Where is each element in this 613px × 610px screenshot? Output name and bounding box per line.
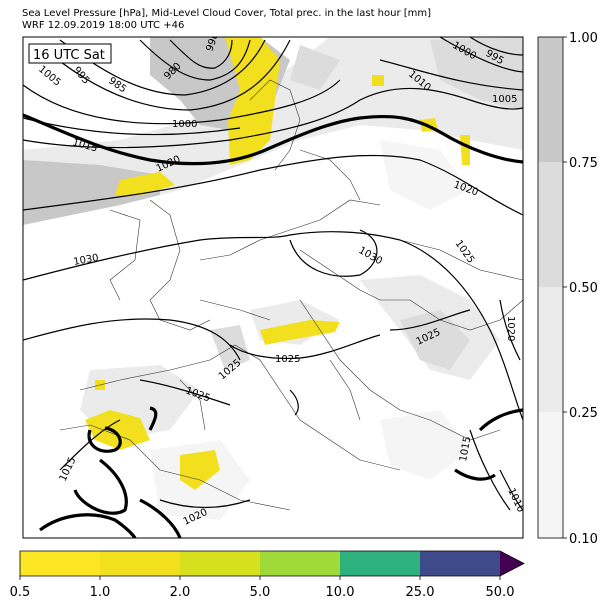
precip-tick: 2.0 [170, 585, 191, 600]
time-label-text: 16 UTC Sat [33, 48, 105, 63]
time-label: 16 UTC Sat [28, 43, 112, 64]
precip-tick: 50.0 [486, 585, 515, 600]
precip-tick: 0.5 [10, 585, 31, 600]
cloud-tick: 0.25 [569, 406, 598, 421]
map-subtitle: WRF 12.09.2019 18:00 UTC +46 [22, 20, 185, 31]
isobar-1015-thick [23, 113, 523, 538]
isobars [23, 37, 523, 511]
isobar-label: 1030 [73, 253, 100, 268]
cloud-tick: 0.10 [569, 532, 598, 547]
isobar-label: 1015 [458, 436, 473, 463]
precip-tick: 25.0 [406, 585, 435, 600]
coastlines [59, 79, 523, 511]
cloud-tick: 1.00 [569, 31, 598, 46]
map-title: Sea Level Pressure [hPa], Mid-Level Clou… [22, 8, 432, 19]
isobar-label: 1020 [505, 316, 516, 341]
precip-tick: 5.0 [250, 585, 271, 600]
cloud-colorbar: 1.00 0.75 0.50 0.25 0.10 [537, 31, 598, 547]
precip-colorbar: 0.5 1.0 2.0 5.0 10.0 25.0 50.0 [10, 550, 525, 600]
precip-tick: 10.0 [326, 585, 355, 600]
cloud-tick: 0.50 [569, 281, 598, 296]
isobar-label: 1005 [492, 94, 517, 105]
isobar-label: 1000 [172, 119, 197, 130]
cloud-tick: 0.75 [569, 156, 598, 171]
map-panel: 990 985 980 1005 995 1000 995 1010 1005 … [23, 37, 523, 538]
precip-tick: 1.0 [90, 585, 111, 600]
isobar-label: 1025 [275, 354, 300, 365]
map-frame [22, 36, 524, 539]
